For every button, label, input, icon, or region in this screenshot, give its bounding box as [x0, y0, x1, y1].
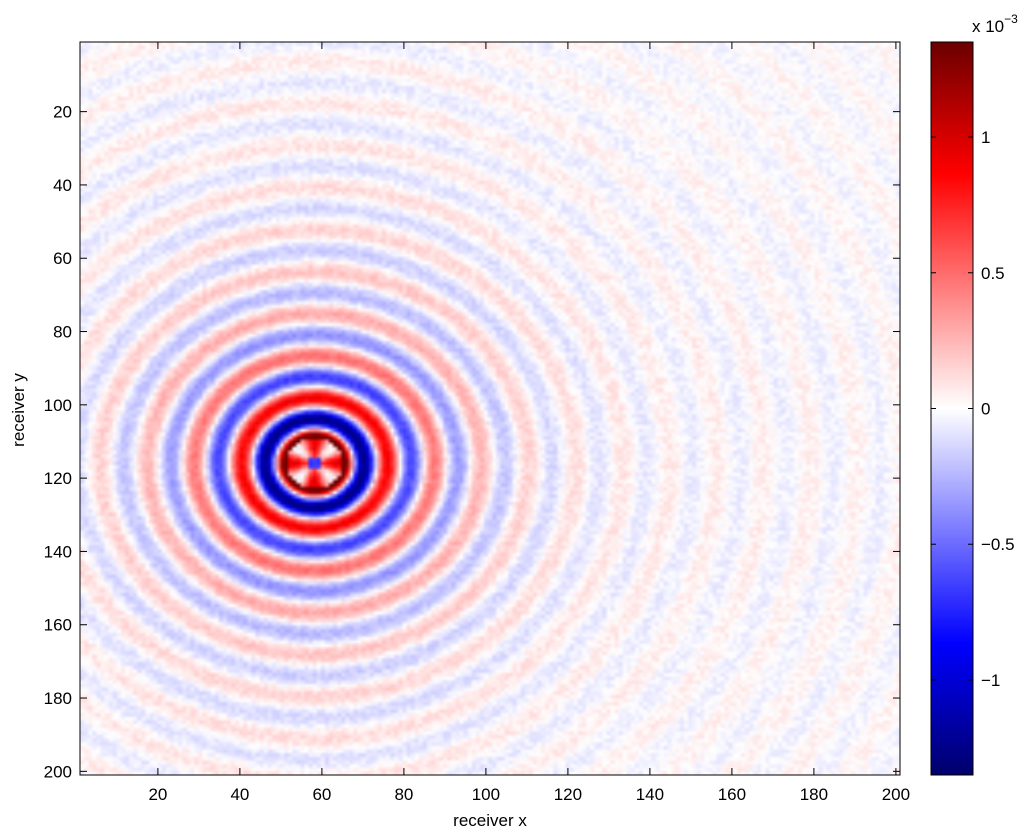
colorbar-tick-label: 1	[981, 128, 990, 147]
heatmap-axes: 20 40 60 80 100 120 140 160 180 200 20 40 60 80 100 12…	[9, 41, 910, 830]
y-tick-label: 180	[44, 689, 72, 708]
x-tick-label: 100	[472, 785, 500, 804]
y-tick-label: 80	[53, 323, 72, 342]
colorbar-tick-label: 0	[981, 400, 990, 419]
y-axis-ticks: 20 40 60 80 100 120 140 160 180 200	[44, 103, 900, 781]
heatmap-image	[80, 42, 900, 775]
plot-frame	[79, 41, 901, 776]
colorbar-tick-label: −0.5	[981, 535, 1015, 554]
x-axis-label: receiver x	[453, 811, 527, 830]
y-tick-label: 120	[44, 469, 72, 488]
colorbar-exponent-label: x 10−3	[972, 12, 1018, 36]
x-tick-label: 200	[882, 785, 910, 804]
x-axis-ticks: 20 40 60 80 100 120 140 160 180 200	[148, 42, 910, 804]
y-tick-label: 100	[44, 396, 72, 415]
colorbar-ticks: −1 −0.5 0 0.5 1	[931, 128, 1015, 690]
colorbar-exponent-power: −3	[1004, 12, 1018, 26]
colorbar-gradient	[930, 41, 974, 776]
y-tick-label: 140	[44, 542, 72, 561]
y-tick-label: 20	[53, 103, 72, 122]
x-tick-label: 40	[230, 785, 249, 804]
x-tick-label: 180	[800, 785, 828, 804]
x-tick-label: 120	[554, 785, 582, 804]
x-tick-label: 140	[636, 785, 664, 804]
y-axis-label: receiver y	[9, 373, 28, 447]
x-tick-label: 80	[394, 785, 413, 804]
x-tick-label: 60	[312, 785, 331, 804]
colorbar-exponent-base: x 10	[972, 17, 1004, 36]
colorbar-tick-label: 0.5	[981, 264, 1005, 283]
y-tick-label: 160	[44, 616, 72, 635]
colorbar-tick-label: −1	[981, 671, 1000, 690]
heatmap-image-holder	[80, 42, 900, 775]
y-tick-label: 200	[44, 762, 72, 781]
x-tick-label: 160	[718, 785, 746, 804]
colorbar: −1 −0.5 0 0.5 1 x 10−3	[930, 12, 1018, 776]
y-tick-label: 40	[53, 176, 72, 195]
x-tick-label: 20	[148, 785, 167, 804]
y-tick-label: 60	[53, 249, 72, 268]
